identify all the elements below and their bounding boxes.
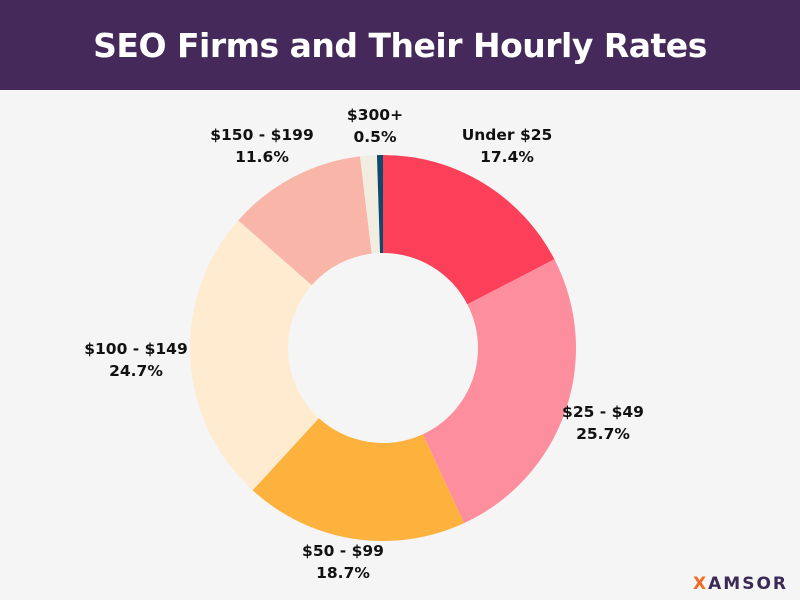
slice-unlabeled	[360, 155, 381, 254]
title-banner: SEO Firms and Their Hourly Rates	[0, 0, 800, 90]
slice-100-149	[190, 220, 319, 491]
slice-category-label: $25 - $49	[562, 403, 644, 421]
slice-value-label: 18.7%	[316, 564, 370, 582]
xamsor-logo: XAMSOR	[693, 574, 788, 594]
slice-300	[376, 155, 383, 254]
slice-label: $50 - $99 18.7%	[302, 540, 384, 584]
slice-label: $100 - $149 24.7%	[84, 338, 188, 382]
slice-label: $25 - $49 25.7%	[562, 401, 644, 445]
logo-x: X	[693, 574, 709, 594]
slice-value-label: 17.4%	[480, 148, 534, 166]
slice-value-label: 25.7%	[576, 425, 630, 443]
slice-under-25	[383, 155, 555, 305]
slice-value-label: 11.6%	[235, 148, 289, 166]
slice-label: $150 - $199 11.6%	[210, 124, 314, 168]
slice-25-49	[422, 259, 576, 524]
slice-150-199	[238, 156, 372, 286]
slice-value-label: 0.5%	[353, 128, 397, 146]
logo-text: AMSOR	[708, 574, 788, 594]
slice-category-label: $300+	[346, 106, 404, 124]
slice-category-label: $50 - $99	[302, 542, 384, 560]
slice-label: Under $25 17.4%	[462, 124, 553, 168]
slice-value-label: 24.7%	[109, 362, 163, 380]
slice-label: $300+ 0.5%	[347, 104, 403, 148]
slice-category-label: $100 - $149	[84, 340, 188, 358]
slice-50-99	[252, 418, 465, 541]
chart-title: SEO Firms and Their Hourly Rates	[93, 25, 707, 65]
slice-category-label: $150 - $199	[210, 126, 314, 144]
slice-category-label: Under $25	[461, 126, 553, 144]
